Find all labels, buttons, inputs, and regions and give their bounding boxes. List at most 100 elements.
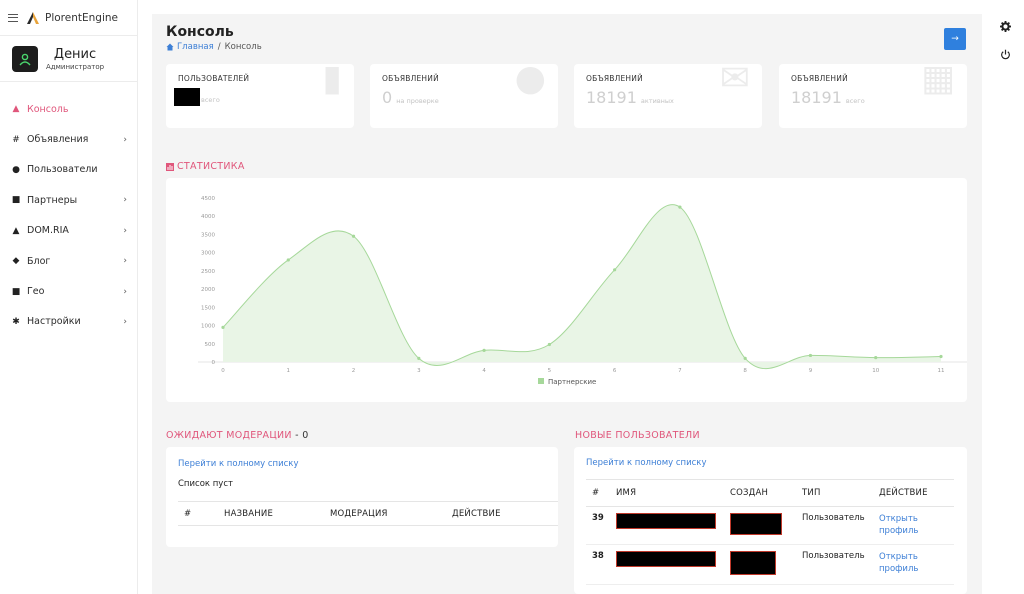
- column-header: #: [178, 501, 218, 526]
- sidebar-item-console[interactable]: ▲ Консоль: [0, 94, 137, 124]
- stat-card-pending: ● ОБЪЯВЛЕНИЙ 0 на проверке: [370, 64, 558, 128]
- stat-sub: всего: [845, 97, 865, 105]
- y-tick-label: 0: [212, 360, 216, 366]
- x-tick-label: 9: [809, 368, 813, 374]
- stat-label: ПОЛЬЗОВАТЕЛЕЙ: [178, 74, 250, 83]
- stat-sub: всего: [201, 96, 220, 104]
- table-header-row: # НАЗВАНИЕ МОДЕРАЦИЯ ДЕЙСТВИЕ: [178, 501, 558, 526]
- sidebar-item-label: DOM.RIA: [27, 225, 69, 237]
- new-users-full-list-link[interactable]: Перейти к полному списку: [586, 458, 707, 468]
- sidebar-item-label: Настройки: [27, 316, 81, 328]
- user-id: 39: [586, 506, 610, 545]
- arrow-right-button[interactable]: →: [944, 28, 966, 50]
- redacted-name: [616, 513, 716, 529]
- column-header: МОДЕРАЦИЯ: [324, 501, 446, 526]
- x-tick-label: 4: [482, 368, 486, 374]
- sidebar-item-geo[interactable]: ■ Гео ›: [0, 276, 137, 306]
- cart-icon: ▦: [920, 64, 955, 99]
- open-profile-link[interactable]: Открыть профиль: [873, 544, 954, 585]
- data-point: [221, 325, 225, 329]
- breadcrumb-separator: /: [217, 42, 221, 52]
- created-cell: [724, 544, 796, 585]
- brand-name[interactable]: PlorentEngine: [45, 11, 118, 24]
- x-tick-label: 10: [872, 368, 879, 374]
- sidebar-item-listings[interactable]: # Объявления ›: [0, 124, 137, 154]
- breadcrumb-home-link[interactable]: Главная: [166, 42, 214, 52]
- stat-label: ОБЪЯВЛЕНИЙ: [791, 74, 848, 83]
- statistics-chart-card: 0 500 1000 1500 2000 2500 3000 3500 4000 4500 0 1 2 3…: [166, 178, 971, 402]
- x-tick-label: 8: [743, 368, 747, 374]
- y-tick-label: 500: [205, 342, 216, 348]
- column-header: ДЕЙСТВИЕ: [446, 501, 558, 526]
- redacted-date: [730, 513, 782, 535]
- statistics-title-label: СТАТИСТИКА: [177, 161, 245, 172]
- moderation-table: # НАЗВАНИЕ МОДЕРАЦИЯ ДЕЙСТВИЕ: [178, 501, 558, 526]
- stat-value-wrap: 18191 активных: [586, 88, 674, 107]
- sidebar-item-blog[interactable]: ◆ Блог ›: [0, 246, 137, 276]
- column-header: НАЗВАНИЕ: [218, 501, 324, 526]
- stat-value: 18191: [791, 88, 842, 107]
- sidebar-item-partners[interactable]: ■ Партнеры ›: [0, 185, 137, 215]
- data-point: [939, 354, 943, 359]
- stat-value-wrap: 18191 всего: [791, 88, 865, 107]
- brand-logo-icon: [27, 11, 39, 24]
- new-users-table: # ИМЯ СОЗДАН ТИП ДЕЙСТВИЕ 39 Пользовател…: [586, 479, 954, 585]
- y-tick-label: 3000: [201, 251, 215, 257]
- stat-value-wrap: 0 на проверке: [382, 88, 439, 107]
- hamburger-menu-icon[interactable]: [8, 13, 18, 22]
- stat-value: 18191: [586, 88, 637, 107]
- redacted-name: [616, 551, 716, 567]
- y-tick-label: 1000: [201, 324, 215, 330]
- sidebar-item-domria[interactable]: ▲ DOM.RIA ›: [0, 216, 137, 246]
- sidebar-menu: ▲ Консоль # Объявления › ● Пользователи …: [0, 94, 137, 337]
- stat-card-total: ▦ ОБЪЯВЛЕНИЙ 18191 всего: [779, 64, 967, 128]
- x-tick-label: 11: [938, 368, 945, 374]
- column-header: #: [586, 479, 610, 507]
- chevron-right-icon: ›: [123, 195, 127, 206]
- sidebar-item-label: Пользователи: [27, 164, 98, 176]
- envelope-icon: ✉: [719, 64, 750, 99]
- created-cell: [724, 506, 796, 545]
- user-name-cell: [610, 544, 724, 585]
- chevron-right-icon: ›: [123, 316, 127, 327]
- stat-card-users: ▮ ПОЛЬЗОВАТЕЛЕЙ всего: [166, 64, 354, 128]
- main-content: Консоль Главная / Консоль → ▮ ПОЛЬЗОВАТЕ…: [152, 14, 982, 594]
- gear-icon[interactable]: [998, 19, 1012, 33]
- y-tick-label: 4500: [201, 196, 215, 202]
- column-header: ИМЯ: [610, 479, 724, 507]
- sidebar-item-label: Блог: [27, 255, 51, 267]
- moderation-title: ОЖИДАЮТ МОДЕРАЦИИ - 0: [166, 430, 309, 441]
- blog-icon: ◆: [12, 256, 20, 267]
- listings-icon: #: [12, 134, 20, 145]
- data-point: [678, 205, 682, 209]
- avatar[interactable]: [12, 45, 38, 72]
- sidebar-item-settings[interactable]: ✱ Настройки ›: [0, 307, 137, 337]
- y-tick-label: 3500: [201, 232, 215, 238]
- x-tick-label: 3: [417, 368, 421, 374]
- power-icon[interactable]: [998, 47, 1012, 61]
- stat-card-active: ✉ ОБЪЯВЛЕНИЙ 18191 активных: [574, 64, 762, 128]
- data-point: [743, 356, 747, 360]
- data-point: [613, 268, 617, 272]
- table-row: 38 Пользователь Открыть профиль: [586, 544, 954, 585]
- sidebar-item-label: Объявления: [27, 134, 89, 146]
- stat-label: ОБЪЯВЛЕНИЙ: [586, 74, 643, 83]
- moderation-panel: Перейти к полному списку Список пуст # Н…: [166, 447, 558, 547]
- user-name: Денис: [53, 46, 97, 62]
- geo-icon: ■: [11, 286, 21, 297]
- users-icon: ●: [12, 164, 20, 175]
- stat-sub: на проверке: [396, 97, 439, 105]
- user-role: Администратор: [46, 62, 105, 71]
- moderation-count: - 0: [295, 430, 309, 441]
- statistics-title: СТАТИСТИКА: [166, 161, 245, 172]
- home-icon: [166, 43, 174, 51]
- moderation-full-list-link[interactable]: Перейти к полному списку: [178, 459, 299, 469]
- x-tick-label: 5: [548, 368, 552, 374]
- legend-swatch: [538, 378, 544, 384]
- table-row: 39 Пользователь Открыть профиль: [586, 506, 954, 545]
- column-header: ТИП: [796, 479, 873, 507]
- x-tick-label: 7: [678, 368, 682, 374]
- moderation-title-label: ОЖИДАЮТ МОДЕРАЦИИ: [166, 430, 292, 441]
- sidebar-item-users[interactable]: ● Пользователи: [0, 155, 137, 185]
- open-profile-link[interactable]: Открыть профиль: [873, 506, 954, 545]
